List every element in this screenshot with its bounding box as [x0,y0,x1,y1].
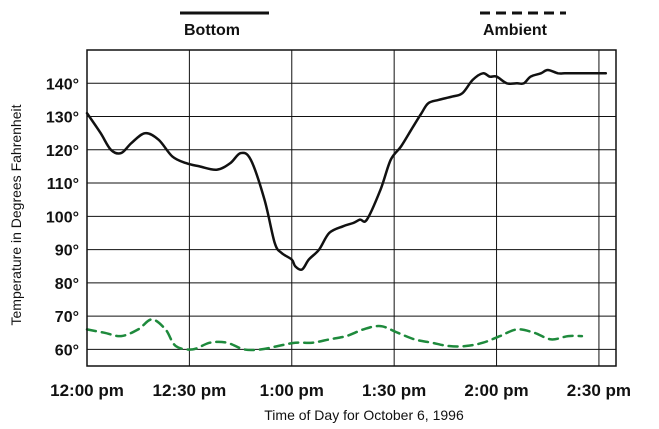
gridlines [87,50,616,366]
x-tick-label: 1:30 pm [362,381,426,400]
series-line-bottom [85,68,608,271]
y-axis-label: Temperature in Degrees Fahrenheit [8,104,24,325]
y-tick-label: 120° [46,143,79,160]
series-layer [85,68,608,352]
plot-frame [86,49,617,367]
y-tick-label: 60° [55,342,79,359]
x-axis-tick-labels: 12:00 pm 12:30 pm 1:00 pm 1:30 pm 2:00 pm 2:3… [50,381,631,400]
x-tick-label: 12:00 pm [50,381,124,400]
y-tick-label: 110° [47,176,79,193]
x-tick-label: 1:00 pm [260,381,324,400]
y-tick-label: 70° [55,309,79,326]
series-line-ambient [85,318,584,352]
y-axis-tick-labels: 60° 70° 80° 90° 100° 110° 120° 130° 140° [46,76,79,359]
legend-label-bottom: Bottom [184,22,240,39]
legend-label-ambient: Ambient [483,22,548,39]
y-tick-label: 140° [46,76,79,93]
x-tick-label: 2:00 pm [464,381,528,400]
y-tick-label: 80° [55,276,79,293]
legend: Bottom Ambient [180,11,566,39]
y-tick-label: 90° [55,243,79,260]
y-tick-label: 100° [46,209,79,226]
x-tick-label: 12:30 pm [153,381,227,400]
x-axis-label: Time of Day for October 6, 1996 [264,407,464,423]
y-tick-label: 130° [46,110,79,127]
x-tick-label: 2:30 pm [567,381,631,400]
